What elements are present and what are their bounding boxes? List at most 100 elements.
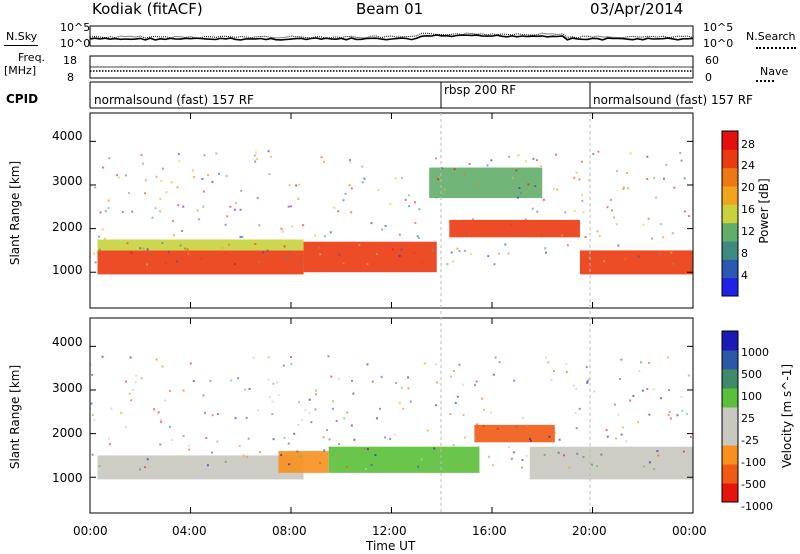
x-tick-1200: 12:00 [372, 524, 407, 538]
echo-speckle [153, 408, 156, 411]
echo-speckle [668, 389, 671, 392]
echo-speckle [280, 227, 283, 230]
date-title: 03/Apr/2014 [590, 0, 684, 18]
echo-speckle [595, 465, 598, 468]
echo-speckle [435, 381, 438, 384]
power-panel [93, 150, 693, 275]
echo-speckle [235, 201, 238, 204]
echo-speckle [400, 386, 403, 389]
echo-speckle [517, 154, 520, 157]
echo-speckle [370, 222, 373, 225]
echo-speckle [508, 155, 511, 158]
cpid-label: CPID [6, 92, 39, 106]
echo-speckle [620, 433, 623, 436]
echo-speckle [679, 447, 682, 450]
echo-speckle [272, 382, 275, 385]
echo-speckle [450, 375, 453, 378]
echo-speckle [155, 175, 158, 178]
echo-speckle [144, 466, 147, 469]
echo-speckle [398, 254, 401, 257]
echo-speckle [172, 234, 175, 237]
echo-speckle [565, 362, 568, 365]
echo-speckle [310, 421, 313, 424]
echo-speckle [475, 380, 478, 383]
echo-speckle [507, 252, 510, 255]
vel-tick-m1000: -1000 [741, 500, 773, 513]
echo-speckle [162, 167, 165, 170]
echo-speckle [178, 160, 181, 163]
vel-tick-1000: 1000 [741, 346, 769, 359]
echo-speckle [564, 211, 567, 214]
echo-speckle [598, 234, 601, 237]
echo-speckle [453, 369, 456, 372]
echo-speckle [465, 235, 468, 238]
echo-speckle [676, 414, 679, 417]
echo-speckle [182, 205, 185, 208]
velocity-colorbar-swatch-1 [722, 464, 738, 484]
echo-band-velocity-3 [474, 424, 555, 443]
echo-speckle [420, 458, 423, 461]
echo-speckle [314, 408, 317, 411]
echo-speckle [507, 446, 510, 449]
power-colorbar-swatch-4 [722, 204, 738, 224]
echo-speckle [118, 176, 121, 179]
echo-speckle [488, 455, 491, 458]
echo-speckle [653, 468, 656, 471]
echo-speckle [413, 201, 416, 204]
y-tick-3000-top: 3000 [52, 174, 83, 188]
echo-speckle [472, 218, 475, 221]
y-tick-3000-bottom: 3000 [52, 381, 83, 395]
echo-speckle [204, 411, 207, 414]
echo-speckle [576, 452, 579, 455]
echo-speckle [125, 380, 128, 383]
power-colorbar-swatch-7 [722, 149, 738, 169]
echo-speckle [487, 255, 490, 258]
echo-speckle [452, 444, 455, 447]
echo-speckle [315, 389, 318, 392]
echo-speckle [188, 448, 191, 451]
echo-band-power-3 [449, 219, 580, 238]
echo-speckle [121, 211, 124, 214]
echo-speckle [568, 450, 571, 453]
echo-speckle [243, 388, 246, 391]
velocity-panel-frame [89, 317, 694, 514]
echo-speckle [364, 467, 367, 470]
echo-speckle [256, 157, 259, 160]
echo-speckle [646, 155, 649, 158]
vel-tick-m25: -25 [741, 434, 759, 447]
echo-speckle [138, 468, 141, 471]
echo-speckle [596, 230, 599, 233]
echo-speckle [613, 216, 616, 219]
echo-speckle [657, 454, 660, 457]
echo-speckle [346, 411, 349, 414]
echo-speckle [540, 185, 543, 188]
echo-speckle [233, 208, 236, 211]
echo-speckle [308, 398, 311, 401]
echo-speckle [592, 152, 595, 155]
echo-speckle [574, 411, 577, 414]
echo-speckle [229, 205, 232, 208]
echo-speckle [464, 249, 467, 252]
echo-speckle [108, 443, 111, 446]
echo-speckle [573, 210, 576, 213]
vel-tick-m500: -500 [741, 478, 766, 491]
echo-speckle [568, 466, 571, 469]
echo-speckle [198, 218, 201, 221]
echo-speckle [218, 172, 221, 175]
echo-speckle [271, 413, 274, 416]
echo-speckle [575, 388, 578, 391]
echo-speckle [211, 180, 214, 183]
echo-speckle [161, 365, 164, 368]
echo-speckle [458, 463, 461, 466]
echo-speckle [361, 165, 364, 168]
echo-speckle [389, 203, 392, 206]
echo-speckle [159, 197, 162, 200]
echo-speckle [240, 189, 243, 192]
echo-speckle [180, 229, 183, 232]
echo-speckle [267, 356, 270, 359]
echo-speckle [301, 418, 304, 421]
nsky-trace [89, 34, 694, 41]
echo-speckle [593, 390, 596, 393]
echo-speckle [182, 435, 185, 438]
echo-speckle [463, 173, 466, 176]
